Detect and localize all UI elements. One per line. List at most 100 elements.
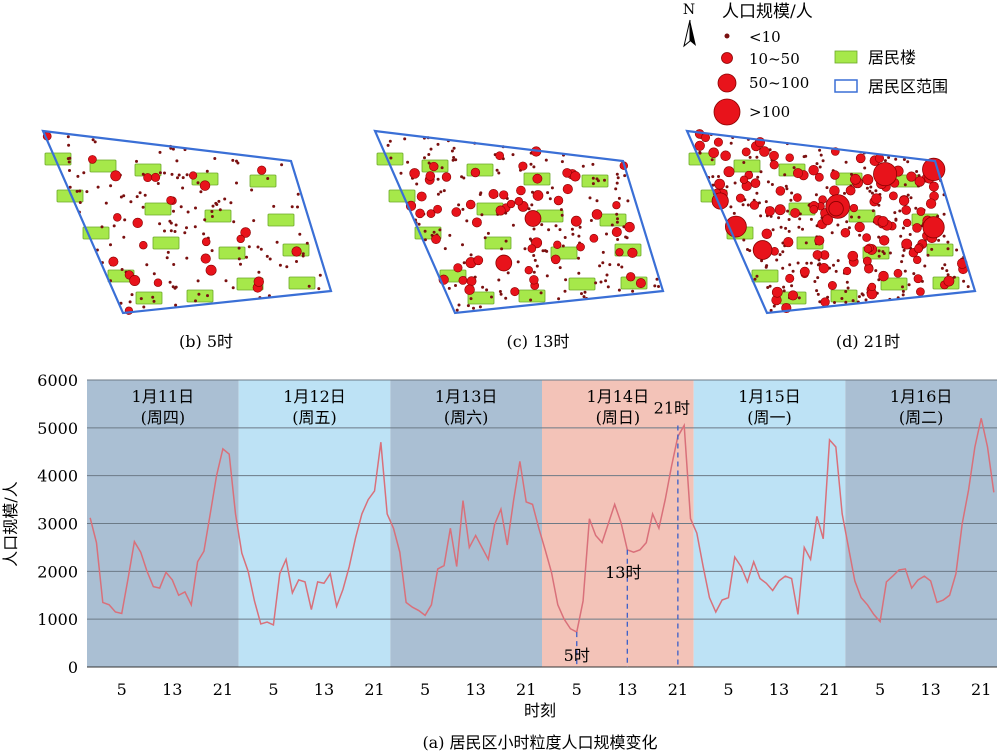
population-point-small	[452, 146, 456, 150]
population-point-small	[589, 219, 593, 222]
population-point-small	[595, 199, 599, 203]
population-point-small	[177, 173, 181, 177]
population-point-small	[206, 294, 209, 298]
population-point-small	[906, 160, 910, 164]
population-point-small	[478, 305, 482, 309]
population-point-small	[789, 198, 793, 202]
residential-building	[518, 289, 546, 303]
maps	[41, 129, 977, 315]
population-point-small	[894, 157, 898, 161]
population-point-small	[711, 183, 715, 187]
population-point-small	[169, 229, 173, 233]
y-tick-label: 4000	[37, 467, 78, 486]
population-point-medium	[871, 193, 882, 204]
population-point-small	[809, 261, 813, 265]
population-point-large	[495, 254, 513, 272]
population-point-medium	[849, 203, 859, 213]
x-tick-label: 13	[162, 680, 182, 699]
population-point-medium	[550, 254, 561, 265]
population-point-small	[570, 227, 574, 231]
population-point-small	[571, 232, 575, 236]
population-point-small	[439, 190, 443, 194]
population-point-small	[183, 231, 187, 235]
population-point-small	[843, 191, 846, 195]
population-point-medium	[441, 172, 452, 182]
population-point-small	[601, 250, 605, 254]
population-point-small	[129, 200, 133, 204]
population-point-medium	[878, 270, 889, 282]
residential-boundary	[373, 129, 665, 315]
population-point-small	[626, 199, 630, 203]
population-point-small	[746, 248, 749, 251]
population-point-small	[109, 184, 113, 188]
population-point-small	[753, 277, 757, 281]
population-point-medium	[529, 275, 539, 285]
residential-building	[466, 163, 494, 177]
population-point-small	[280, 163, 284, 167]
map-caption-13h: (c) 13时	[507, 332, 570, 351]
population-point-small	[782, 289, 786, 293]
population-point-small	[486, 231, 490, 235]
population-point-small	[194, 206, 197, 210]
population-point-small	[769, 308, 773, 312]
population-point-small	[903, 183, 907, 187]
population-point-small	[599, 280, 603, 284]
population-point-small	[830, 231, 834, 235]
population-point-small	[527, 207, 531, 211]
residential-building	[830, 289, 858, 303]
population-point-small	[454, 158, 458, 162]
population-point-medium	[291, 246, 302, 257]
population-point-small	[250, 188, 254, 192]
population-point-medium	[143, 173, 153, 183]
population-point-medium	[785, 153, 794, 162]
population-point-medium	[88, 155, 97, 164]
population-point-medium	[562, 184, 573, 195]
population-point-small	[581, 164, 585, 168]
population-point-small	[174, 223, 178, 227]
population-point-small	[495, 168, 499, 172]
population-point-medium	[518, 161, 528, 171]
population-point-small	[729, 205, 733, 209]
population-point-small	[91, 138, 95, 142]
population-point-small	[158, 171, 162, 175]
x-tick-label: 13	[920, 680, 940, 699]
population-point-small	[865, 186, 869, 190]
population-point-medium	[916, 207, 926, 216]
population-point-small	[940, 266, 944, 270]
x-tick-label: 5	[572, 680, 582, 699]
population-point-small	[857, 215, 861, 219]
population-point-small	[196, 181, 200, 185]
population-point-small	[523, 247, 527, 251]
population-point-small	[438, 228, 442, 232]
population-point-small	[166, 250, 170, 254]
population-point-small	[902, 248, 906, 252]
population-point-medium	[761, 228, 773, 240]
population-point-small	[604, 279, 608, 283]
population-point-medium	[854, 221, 865, 233]
population-point-small	[76, 174, 80, 178]
population-point-medium	[429, 161, 439, 172]
population-point-medium	[471, 217, 482, 228]
y-tick-label: 6000	[37, 371, 78, 390]
population-point-small	[791, 269, 795, 273]
population-point-small	[128, 300, 132, 304]
population-point-small	[732, 211, 736, 215]
population-point-small	[145, 263, 149, 267]
population-point-small	[772, 304, 776, 308]
x-tick-label: 13	[314, 680, 334, 699]
population-point-small	[809, 217, 813, 221]
population-point-small	[742, 161, 746, 164]
population-point-small	[836, 259, 840, 263]
population-point-small	[151, 295, 155, 299]
population-point-small	[617, 196, 621, 200]
population-point-medium	[787, 290, 799, 301]
population-point-small	[946, 247, 950, 251]
population-point-small	[481, 285, 485, 289]
population-point-medium	[151, 172, 161, 182]
population-point-small	[868, 189, 872, 193]
population-point-medium	[240, 227, 251, 238]
population-point-small	[759, 170, 763, 174]
population-point-small	[657, 285, 660, 288]
population-point-small	[900, 260, 904, 264]
population-point-small	[210, 249, 214, 253]
